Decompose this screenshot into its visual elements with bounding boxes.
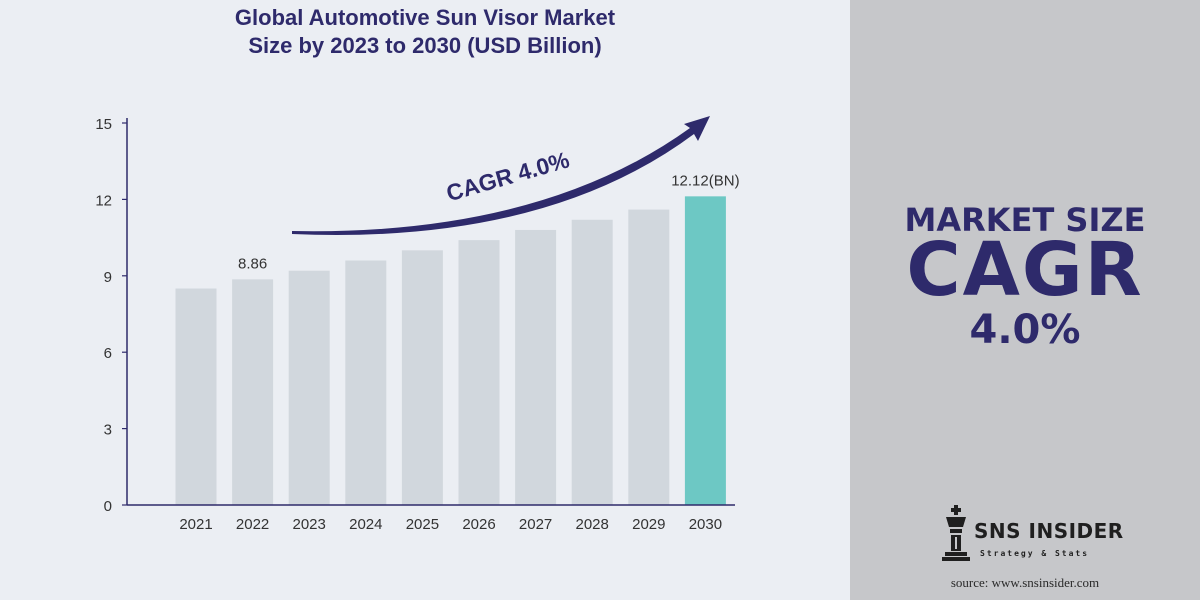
x-axis-ticks: 2021 2022 2023 2024 2025 2026 2027 2028 2029 2030 bbox=[179, 516, 722, 533]
data-labels: 8.86 12.12(BN) bbox=[238, 172, 740, 272]
data-label-2022: 8.86 bbox=[238, 255, 267, 272]
bars bbox=[175, 196, 726, 506]
x-tick-label-2024: 2024 bbox=[349, 516, 382, 533]
x-tick-label-2026: 2026 bbox=[462, 516, 495, 533]
kpi-cagr-label: CAGR bbox=[906, 227, 1144, 313]
x-tick-label-2023: 2023 bbox=[293, 516, 326, 533]
chart-title-line2: Size by 2023 to 2030 (USD Billion) bbox=[248, 33, 602, 58]
bar-2029 bbox=[628, 209, 670, 505]
logo-name: SNS INSIDER bbox=[974, 519, 1124, 543]
y-tick-label: 6 bbox=[104, 345, 112, 362]
y-tick-label: 9 bbox=[104, 269, 112, 286]
x-tick-label-2021: 2021 bbox=[179, 516, 212, 533]
data-label-2030: 12.12(BN) bbox=[671, 172, 739, 189]
bar-2026 bbox=[458, 240, 500, 505]
kpi-panel bbox=[850, 0, 1200, 600]
x-tick-label-2022: 2022 bbox=[236, 516, 269, 533]
bar-2025 bbox=[401, 250, 443, 505]
source-text: source: www.snsinsider.com bbox=[950, 575, 1100, 590]
bar-2022 bbox=[232, 279, 274, 505]
y-tick-label: 3 bbox=[104, 422, 112, 439]
chart-title-line1: Global Automotive Sun Visor Market bbox=[234, 5, 616, 30]
x-tick-label-2029: 2029 bbox=[632, 516, 665, 533]
chart-title: Global Automotive Sun Visor Market Size … bbox=[110, 4, 740, 60]
y-tick-label: 12 bbox=[95, 192, 112, 209]
bar-2024 bbox=[345, 260, 387, 505]
y-axis-ticks: 0 3 6 9 12 15 bbox=[95, 116, 127, 515]
sns-insider-logo: SNS INSIDER Strategy & Stats bbox=[938, 505, 1138, 563]
bar-2028 bbox=[571, 219, 613, 506]
logo-tagline: Strategy & Stats bbox=[980, 549, 1090, 558]
x-tick-label-2030: 2030 bbox=[689, 516, 722, 533]
chess-king-icon bbox=[942, 505, 970, 561]
bar-2021 bbox=[175, 288, 217, 505]
x-tick-label-2027: 2027 bbox=[519, 516, 552, 533]
y-tick-label: 15 bbox=[95, 116, 112, 133]
bar-2030 bbox=[684, 196, 726, 505]
x-tick-label-2028: 2028 bbox=[576, 516, 609, 533]
bar-2023 bbox=[288, 270, 330, 505]
kpi-market-size-label: MARKET SIZE bbox=[904, 201, 1146, 239]
kpi-cagr-value: 4.0% bbox=[969, 307, 1081, 353]
bar-2027 bbox=[515, 229, 557, 505]
y-tick-label: 0 bbox=[104, 498, 112, 515]
x-tick-label-2025: 2025 bbox=[406, 516, 439, 533]
